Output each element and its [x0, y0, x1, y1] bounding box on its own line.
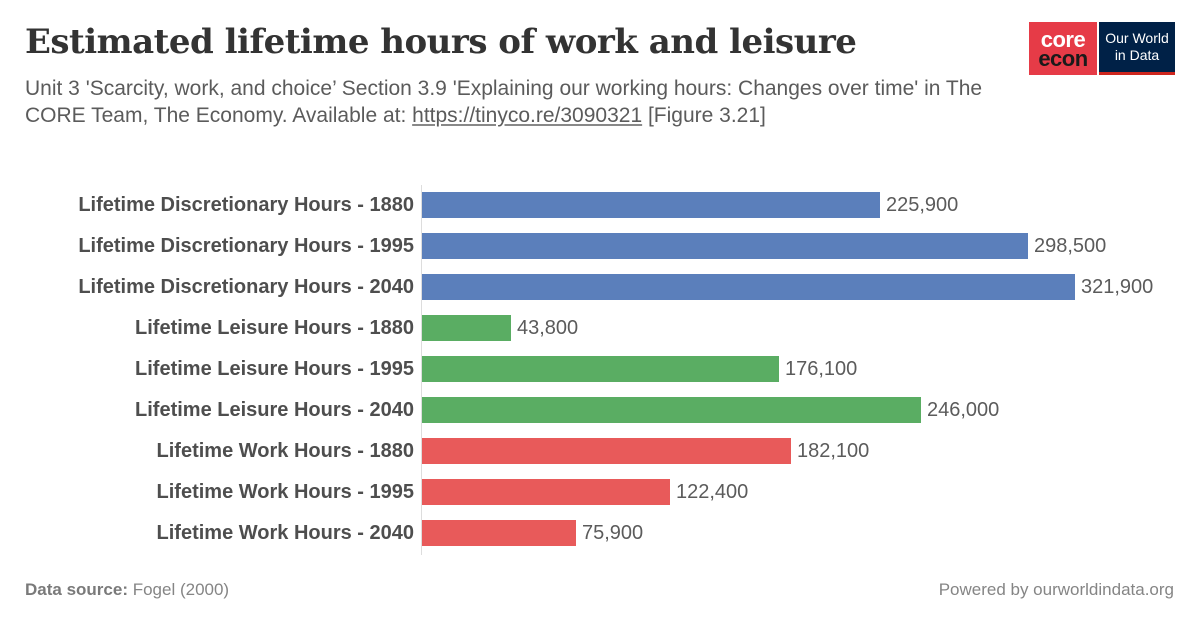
bar-category-label: Lifetime Work Hours - 1995 — [156, 481, 414, 503]
bar-category-label: Lifetime Discretionary Hours - 1880 — [78, 194, 414, 216]
bar-value-label: 225,900 — [886, 194, 959, 216]
bar-category-label: Lifetime Work Hours - 2040 — [156, 522, 414, 544]
owid-logo[interactable]: Our World in Data — [1099, 22, 1175, 75]
bar-row[interactable]: Lifetime Discretionary Hours - 1995 298,5… — [0, 233, 1200, 259]
data-source-value: Fogel (2000) — [127, 580, 230, 599]
bar-discretionary[interactable] — [422, 274, 1075, 300]
bar-value-label: 246,000 — [927, 399, 1000, 421]
owid-logo-line1: Our World — [1105, 30, 1169, 46]
bar-row[interactable]: Lifetime Work Hours - 2040 75,900 — [0, 520, 1200, 546]
bar-work[interactable] — [422, 520, 576, 546]
bar-category-label: Lifetime Discretionary Hours - 1995 — [78, 235, 414, 257]
bar-category-label: Lifetime Discretionary Hours - 2040 — [78, 276, 414, 298]
data-source-label: Data source: — [25, 580, 128, 599]
core-logo-line2: econ — [1038, 45, 1088, 71]
bar-row[interactable]: Lifetime Discretionary Hours - 2040 321,9… — [0, 274, 1200, 300]
bar-row[interactable]: Lifetime Work Hours - 1995 122,400 — [0, 479, 1200, 505]
subtitle-text: Unit 3 'Scarcity, work, and choice’ Sect… — [25, 77, 983, 127]
bar-row[interactable]: Lifetime Leisure Hours - 1995 176,100 — [0, 356, 1200, 382]
bar-work[interactable] — [422, 479, 670, 505]
bar-category-label: Lifetime Leisure Hours - 1880 — [135, 317, 414, 339]
bar-category-label: Lifetime Leisure Hours - 1995 — [135, 358, 414, 380]
bar-value-label: 176,100 — [785, 358, 858, 380]
core-econ-logo[interactable]: core econ — [1029, 22, 1097, 75]
bar-discretionary[interactable] — [422, 192, 880, 218]
bar-row[interactable]: Lifetime Leisure Hours - 1880 43,800 — [0, 315, 1200, 341]
bar-value-label: 321,900 — [1081, 276, 1154, 298]
data-source: Data source: Fogel (2000) — [25, 580, 229, 600]
bar-leisure[interactable] — [422, 315, 511, 341]
core-logo-line1: core — [1040, 26, 1086, 52]
bar-leisure[interactable] — [422, 356, 779, 382]
chart-subtitle: Unit 3 'Scarcity, work, and choice’ Sect… — [25, 75, 985, 129]
bar-category-label: Lifetime Work Hours - 1880 — [156, 440, 414, 462]
bar-value-label: 182,100 — [797, 440, 870, 462]
bar-row[interactable]: Lifetime Work Hours - 1880 182,100 — [0, 438, 1200, 464]
bar-value-label: 298,500 — [1034, 235, 1107, 257]
bar-category-label: Lifetime Leisure Hours - 2040 — [135, 399, 414, 421]
bar-value-label: 122,400 — [676, 481, 749, 503]
source-link[interactable]: https://tinyco.re/3090321 — [412, 104, 643, 127]
bar-chart: Lifetime Discretionary Hours - 1880 225,9… — [0, 180, 1200, 560]
bar-row[interactable]: Lifetime Leisure Hours - 2040 246,000 — [0, 397, 1200, 423]
bar-value-label: 75,900 — [582, 522, 644, 544]
logos: core econ Our World in Data — [1029, 22, 1175, 75]
y-axis-line — [421, 185, 422, 555]
powered-by[interactable]: Powered by ourworldindata.org — [938, 580, 1174, 599]
owid-logo-line2: in Data — [1114, 47, 1160, 63]
bar-leisure[interactable] — [422, 397, 921, 423]
chart-title: Estimated lifetime hours of work and lei… — [25, 22, 857, 62]
bar-discretionary[interactable] — [422, 233, 1028, 259]
subtitle-figure-ref: [Figure 3.21] — [642, 104, 766, 127]
bar-work[interactable] — [422, 438, 791, 464]
bar-value-label: 43,800 — [517, 317, 579, 339]
bar-row[interactable]: Lifetime Discretionary Hours - 1880 225,9… — [0, 192, 1200, 218]
